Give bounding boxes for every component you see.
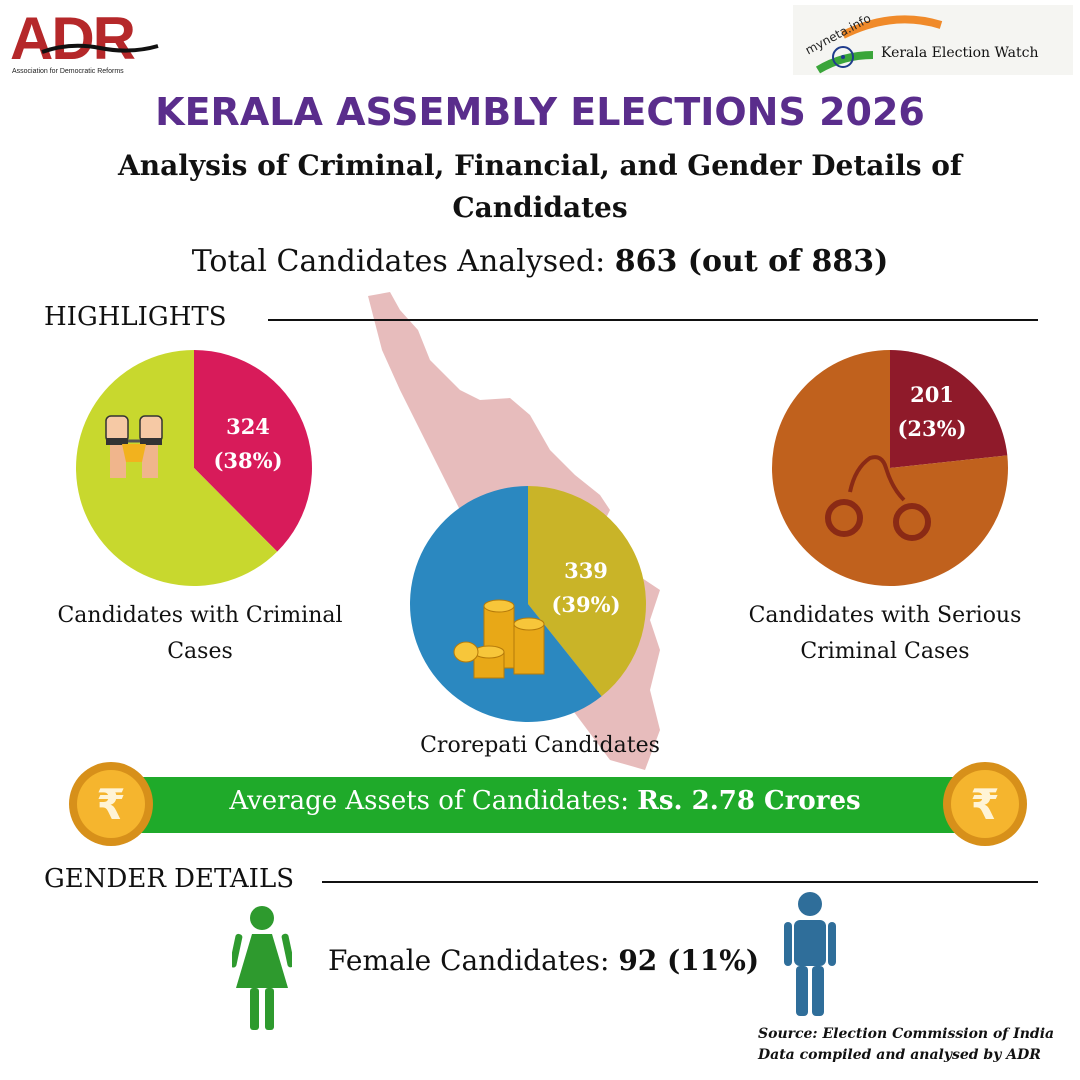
total-label: Total Candidates Analysed: [191, 244, 615, 279]
adr-logo: ADR Association for Democratic Reforms [10, 5, 170, 80]
source-line-1: Source: Election Commission of India [758, 1026, 1055, 1042]
crorepati-highlight-slice [528, 486, 646, 697]
total-value: 863 (out of 883) [614, 244, 889, 279]
coin-stacks-icon [453, 599, 545, 679]
rupee-coin-icon: ₹ [943, 762, 1027, 846]
pie-criminal-caption: Candidates with Criminal Cases [57, 603, 343, 664]
average-assets-value: Rs. 2.78 Crores [637, 786, 861, 816]
average-assets-label: Average Assets of Candidates: [229, 786, 638, 816]
female-candidates: Female Candidates: 92 (11%) [328, 944, 759, 977]
adr-logo-swoosh [41, 43, 159, 54]
page-subtitle: Analysis of Criminal, Financial, and Gen… [118, 149, 962, 224]
source-line-2: Data compiled and analysed by ADR [758, 1047, 1041, 1063]
handcuffed-hands-icon [105, 415, 163, 478]
pie-criminal-count: 324 [226, 414, 270, 439]
pie-crorepati: 339 (39%) [410, 486, 646, 722]
pie-criminal-pct: (38%) [213, 448, 282, 473]
serious-highlight-slice [890, 350, 1008, 468]
female-value: 92 (11%) [618, 944, 760, 977]
rupee-coin-icon: ₹ [69, 762, 153, 846]
pie-crorepati-pct: (39%) [551, 592, 620, 617]
page-title: KERALA ASSEMBLY ELECTIONS 2026 [155, 90, 925, 134]
myneta-logo: myneta.info Kerala Election Watch [793, 5, 1073, 75]
total-candidates: Total Candidates Analysed: 863 (out of 8… [0, 244, 1080, 279]
pie-criminal-cases: 324 (38%) [75, 350, 312, 586]
gender-heading: GENDER DETAILS [44, 864, 295, 894]
pie-crorepati-caption: Crorepati Candidates [420, 733, 660, 758]
pie-serious-count: 201 [910, 382, 954, 407]
adr-logo-subtitle: Association for Democratic Reforms [12, 68, 124, 75]
myneta-subtitle: Kerala Election Watch [881, 45, 1039, 61]
tricolor-swoosh-icon [815, 15, 943, 74]
gender-divider [322, 881, 1038, 883]
average-assets-text: Average Assets of Candidates: Rs. 2.78 C… [110, 786, 980, 816]
female-figure-icon [232, 906, 292, 1030]
svg-text:₹: ₹ [970, 780, 999, 829]
pie-serious-caption: Candidates with Serious Criminal Cases [748, 603, 1022, 664]
handcuffs-icon [825, 455, 931, 541]
female-label: Female Candidates: [328, 944, 619, 977]
pie-crorepati-count: 339 [564, 558, 608, 583]
criminal-remaining-slice [75, 350, 278, 586]
adr-logo-text: ADR [10, 5, 136, 72]
pie-serious-criminal-cases: 201 (23%) [772, 350, 1008, 586]
male-figure-icon [784, 892, 836, 1016]
pie-serious-pct: (23%) [897, 416, 966, 441]
criminal-highlight-slice [194, 350, 312, 552]
average-assets-banner [110, 777, 980, 833]
source-note: Source: Election Commission of India Dat… [758, 1024, 1054, 1066]
highlights-divider [268, 319, 1038, 321]
highlights-heading: HIGHLIGHTS [44, 302, 227, 332]
svg-text:₹: ₹ [96, 780, 125, 829]
